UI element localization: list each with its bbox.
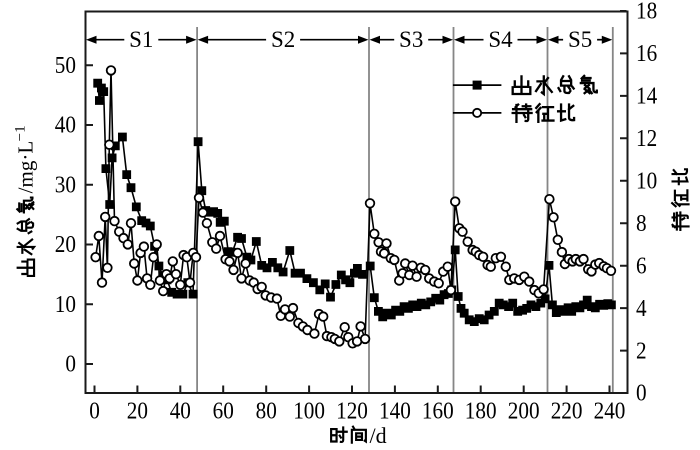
svg-text:S2: S2 — [271, 27, 295, 52]
svg-text:0: 0 — [636, 381, 647, 407]
svg-text:100: 100 — [293, 399, 325, 425]
svg-text:8: 8 — [636, 211, 647, 237]
svg-text:20: 20 — [127, 399, 148, 425]
svg-text:2: 2 — [636, 338, 647, 364]
svg-text:0: 0 — [89, 399, 100, 425]
svg-text:240: 240 — [594, 399, 626, 425]
svg-text:S5: S5 — [568, 27, 592, 52]
svg-text:0: 0 — [65, 352, 76, 378]
svg-text:10: 10 — [55, 292, 76, 318]
svg-text:50: 50 — [55, 53, 76, 79]
svg-text:160: 160 — [422, 399, 454, 425]
svg-text:S4: S4 — [488, 27, 513, 52]
svg-text:120: 120 — [336, 399, 368, 425]
svg-text:6: 6 — [636, 253, 647, 279]
svg-text:S1: S1 — [129, 27, 153, 52]
svg-text:/d: /d — [370, 423, 387, 448]
svg-text:14: 14 — [636, 84, 657, 110]
svg-text:4: 4 — [636, 296, 647, 322]
svg-text:10: 10 — [636, 169, 657, 195]
svg-text:60: 60 — [213, 399, 234, 425]
svg-text:/mg·L: /mg·L — [14, 141, 38, 194]
svg-text:40: 40 — [170, 399, 191, 425]
svg-text:12: 12 — [636, 126, 657, 152]
svg-text:140: 140 — [379, 399, 411, 425]
svg-text:200: 200 — [508, 399, 540, 425]
svg-text:220: 220 — [551, 399, 583, 425]
svg-text:16: 16 — [636, 41, 657, 67]
svg-text:80: 80 — [256, 399, 277, 425]
svg-text:30: 30 — [55, 173, 76, 199]
svg-text:−1: −1 — [13, 125, 29, 141]
svg-text:S3: S3 — [399, 27, 423, 52]
svg-text:20: 20 — [55, 232, 76, 258]
svg-text:40: 40 — [55, 113, 76, 139]
svg-text:18: 18 — [636, 0, 657, 25]
svg-text:180: 180 — [465, 399, 497, 425]
